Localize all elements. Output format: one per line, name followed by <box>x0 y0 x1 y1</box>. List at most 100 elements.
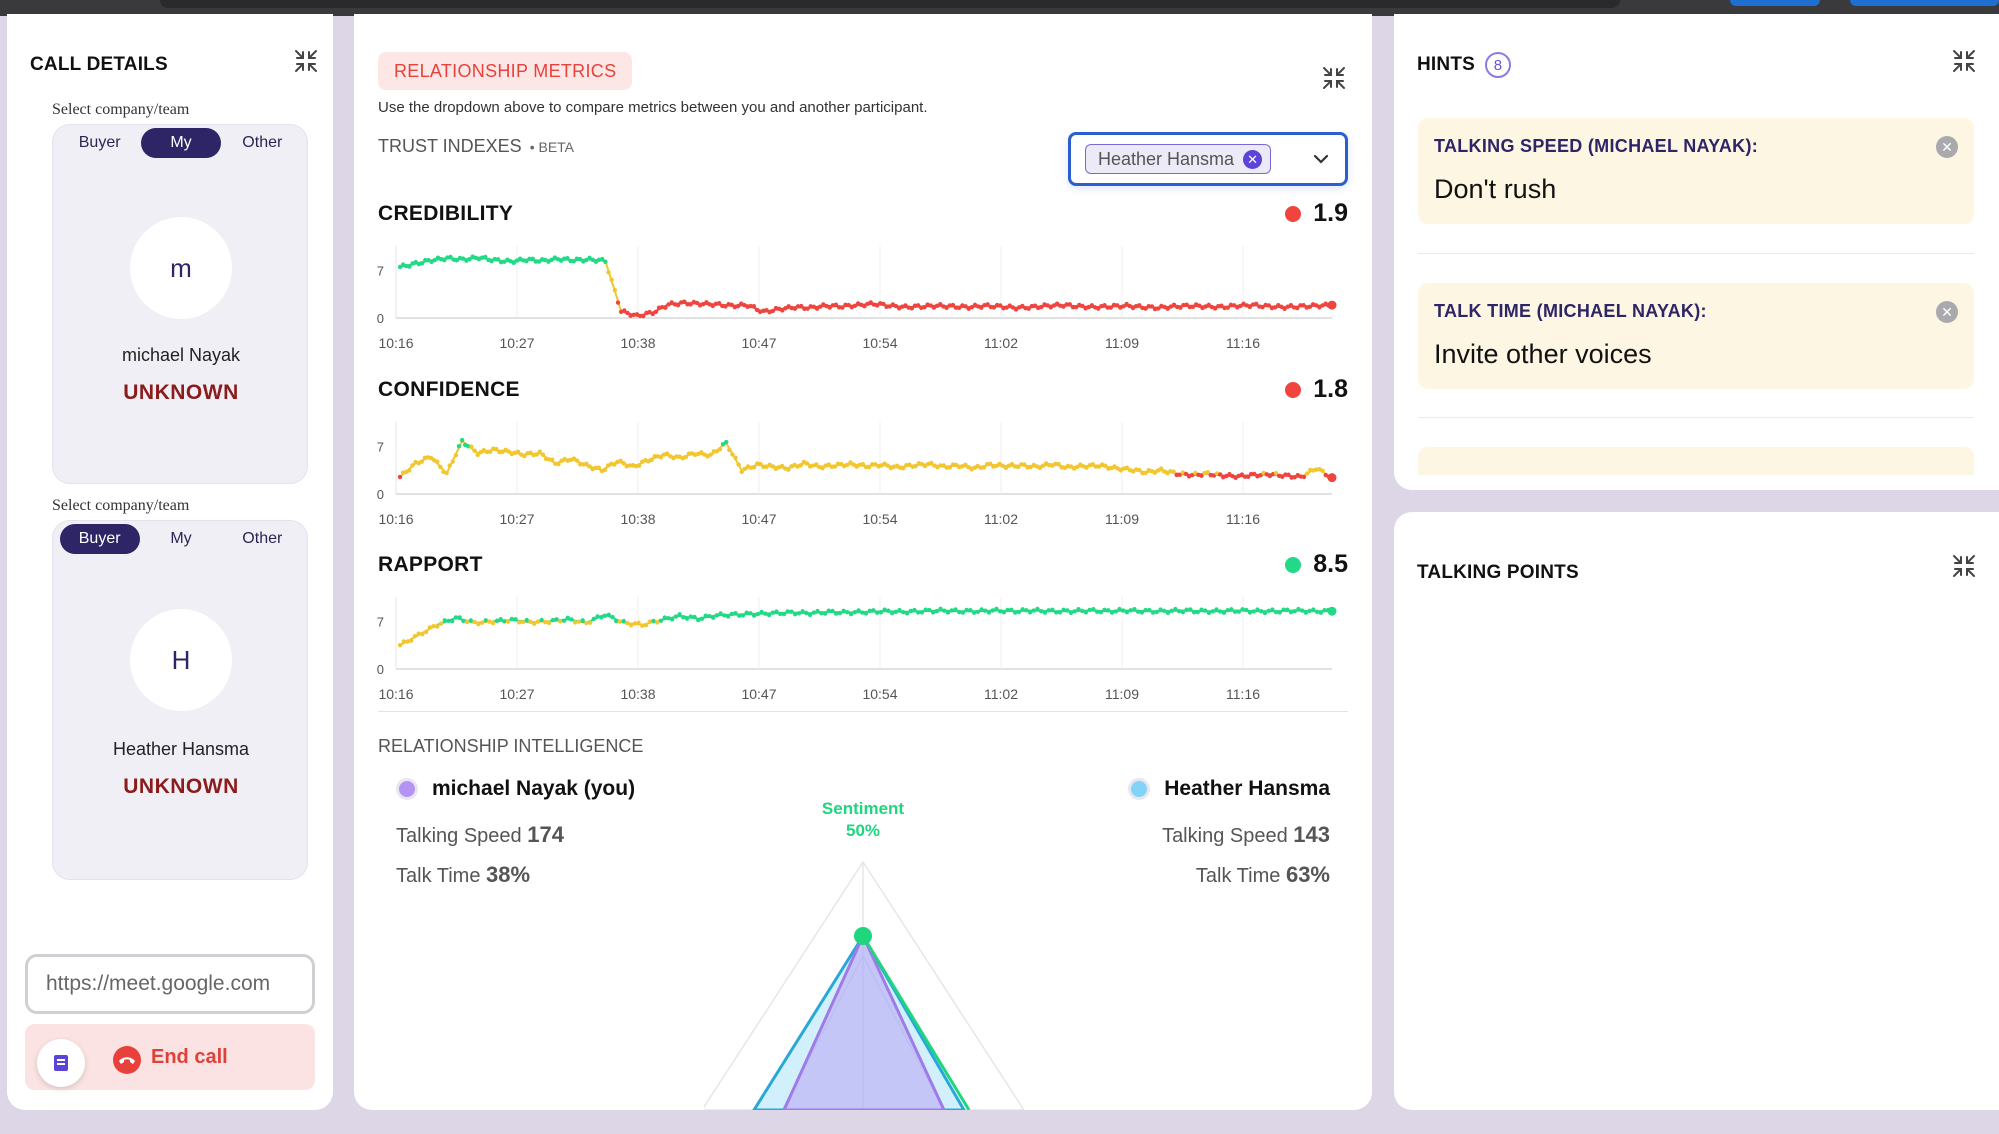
data-point <box>558 258 564 263</box>
data-point <box>953 462 959 468</box>
x-tick-label: 11:02 <box>984 511 1018 527</box>
other-talking-speed: Talking Speed 143 <box>1162 822 1330 848</box>
data-point <box>957 305 962 310</box>
data-point <box>764 308 769 313</box>
data-point <box>1056 461 1061 467</box>
data-point <box>1057 610 1063 615</box>
x-tick-label: 11:09 <box>1105 686 1139 702</box>
data-point <box>454 258 460 263</box>
data-point <box>1130 469 1136 474</box>
y-tick-label: 0 <box>377 487 384 502</box>
data-point <box>1084 465 1089 470</box>
credibility-chart: 10:16 10:27 10:38 10:47 10:54 11:02 11:09 11:16… <box>377 246 1337 351</box>
data-point <box>1311 607 1316 612</box>
data-point <box>527 256 532 262</box>
x-tick-label: 10:47 <box>741 686 776 702</box>
data-point <box>1307 608 1312 614</box>
data-point <box>1094 609 1100 614</box>
data-point <box>528 619 533 624</box>
data-point <box>1197 303 1202 308</box>
notes-icon[interactable] <box>37 1039 85 1087</box>
data-point <box>1132 606 1137 612</box>
data-point <box>1277 610 1283 615</box>
browser-button[interactable] <box>1850 0 1999 6</box>
data-point <box>909 306 915 311</box>
data-point <box>448 254 453 260</box>
data-point <box>669 617 675 622</box>
data-point <box>1199 473 1204 478</box>
data-point <box>655 620 660 625</box>
data-point <box>1121 608 1126 613</box>
data-point <box>938 463 943 468</box>
data-point <box>602 467 608 472</box>
divider <box>378 711 1348 712</box>
data-point <box>945 610 951 615</box>
data-point <box>468 618 474 623</box>
collapse-icon[interactable] <box>1950 47 1978 75</box>
data-point <box>1010 305 1016 310</box>
data-point <box>492 256 497 262</box>
data-point <box>1292 608 1297 614</box>
collapse-icon[interactable] <box>292 47 320 75</box>
data-point <box>1247 304 1253 310</box>
dismiss-hint-icon[interactable]: ✕ <box>1936 136 1958 158</box>
data-point <box>1314 303 1319 308</box>
data-point <box>1073 304 1079 310</box>
data-point <box>1080 303 1085 309</box>
data-point <box>941 463 946 468</box>
data-point <box>584 461 589 466</box>
data-point <box>1195 609 1200 615</box>
data-point <box>868 300 873 305</box>
other-color-dot <box>1128 778 1151 800</box>
data-point <box>612 462 617 467</box>
participant-name: Heather Hansma <box>112 739 250 759</box>
browser-top-strip <box>0 0 1999 16</box>
dismiss-hint-icon[interactable]: ✕ <box>1936 301 1958 323</box>
data-point <box>897 607 902 613</box>
data-point <box>1178 305 1183 310</box>
data-point <box>520 619 526 625</box>
data-point <box>577 462 583 467</box>
x-tick-label: 10:16 <box>378 335 413 351</box>
data-point <box>460 256 466 261</box>
data-point <box>692 614 697 620</box>
data-point <box>947 465 953 470</box>
data-point <box>886 608 891 613</box>
data-point <box>1152 470 1158 475</box>
data-point <box>1039 608 1044 614</box>
data-point <box>799 303 804 309</box>
data-point <box>851 462 856 467</box>
compare-participant-dropdown[interactable]: Heather Hansma ✕ <box>1068 132 1348 186</box>
data-point <box>1165 306 1170 311</box>
data-point <box>1225 305 1230 310</box>
end-call-button[interactable]: End call <box>25 1024 315 1090</box>
segment-my[interactable]: My <box>140 128 221 158</box>
data-point <box>405 639 410 644</box>
call-details-title: CALL DETAILS <box>30 54 168 75</box>
segment-my[interactable]: My <box>170 530 192 547</box>
data-point <box>1065 608 1070 613</box>
data-point <box>1176 608 1182 614</box>
data-point <box>514 258 520 263</box>
segment-buyer[interactable]: Buyer <box>59 524 140 554</box>
data-point <box>1304 471 1310 476</box>
remove-chip-icon[interactable]: ✕ <box>1243 150 1263 169</box>
data-point <box>1190 304 1196 309</box>
relationship-intelligence-title: RELATIONSHIP INTELLIGENCE <box>378 736 644 756</box>
you-time-label: Talk Time <box>396 865 481 887</box>
hint-divider <box>1418 417 1974 418</box>
segment-buyer[interactable]: Buyer <box>78 134 121 151</box>
data-point <box>606 612 611 618</box>
meeting-url-input[interactable] <box>25 954 315 1014</box>
data-point <box>442 258 447 263</box>
segment-other[interactable]: Other <box>242 530 283 547</box>
data-point <box>524 617 529 623</box>
collapse-icon[interactable] <box>1950 552 1978 580</box>
data-point <box>1135 609 1141 614</box>
data-point <box>1245 474 1251 479</box>
data-point <box>1020 607 1025 612</box>
credibility-title: CREDIBILITY <box>378 202 514 225</box>
browser-button[interactable] <box>1730 0 1820 6</box>
segment-other[interactable]: Other <box>242 134 283 151</box>
collapse-icon[interactable] <box>1320 64 1348 92</box>
